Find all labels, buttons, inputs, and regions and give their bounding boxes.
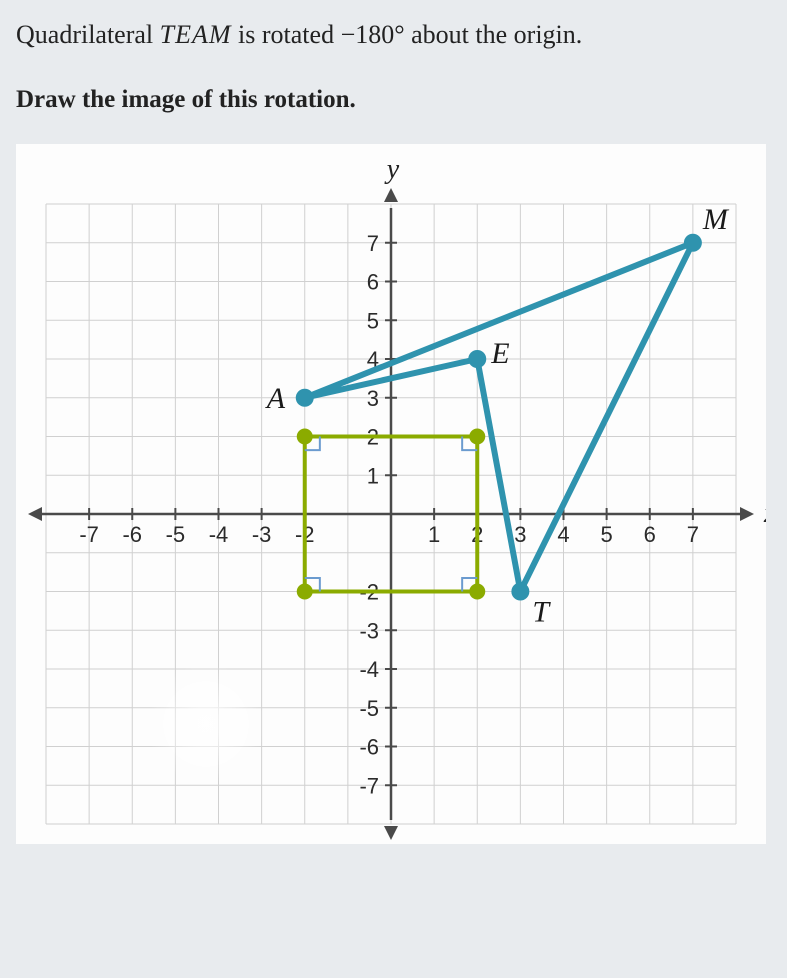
grid-svg[interactable]: -7-6-5-4-3-212345671234567-2-3-4-5-6-7xy… [16, 144, 766, 844]
svg-text:1: 1 [428, 522, 440, 547]
q-text-c: about the origin. [405, 20, 583, 49]
svg-text:-7: -7 [79, 522, 99, 547]
coordinate-grid[interactable]: -7-6-5-4-3-212345671234567-2-3-4-5-6-7xy… [16, 144, 766, 844]
q-angle: −180° [341, 20, 405, 49]
svg-text:3: 3 [367, 386, 379, 411]
svg-text:-3: -3 [359, 618, 379, 643]
question-line-1: Quadrilateral TEAM is rotated −180° abou… [16, 20, 771, 50]
svg-text:6: 6 [644, 522, 656, 547]
svg-text:-5: -5 [166, 522, 186, 547]
svg-text:5: 5 [601, 522, 613, 547]
svg-text:-5: -5 [359, 696, 379, 721]
vertex-M [684, 234, 702, 252]
vertex-A [296, 389, 314, 407]
svg-text:-6: -6 [122, 522, 142, 547]
vertex-label-E: E [490, 337, 509, 370]
vertex-label-A: A [265, 382, 286, 415]
vertex-E [468, 350, 486, 368]
svg-text:y: y [384, 154, 400, 185]
svg-text:6: 6 [367, 270, 379, 295]
vertex-label-M: M [702, 203, 730, 236]
svg-text:5: 5 [367, 308, 379, 333]
svg-text:-4: -4 [359, 657, 379, 682]
vertex-T [511, 583, 529, 601]
draggable-vertex[interactable] [297, 584, 313, 600]
draggable-vertex[interactable] [469, 429, 485, 445]
svg-text:1: 1 [367, 463, 379, 488]
q-math: TEAM [160, 20, 232, 49]
q-text-b: is rotated [232, 20, 341, 49]
svg-text:7: 7 [367, 231, 379, 256]
q-text-a: Quadrilateral [16, 20, 160, 49]
svg-text:-4: -4 [209, 522, 229, 547]
svg-text:-6: -6 [359, 735, 379, 760]
svg-text:4: 4 [557, 522, 569, 547]
svg-text:-7: -7 [359, 773, 379, 798]
vertex-label-T: T [532, 596, 551, 629]
svg-text:x: x [763, 498, 766, 529]
svg-text:3: 3 [514, 522, 526, 547]
instruction-text: Draw the image of this rotation. [16, 86, 771, 114]
svg-text:-3: -3 [252, 522, 272, 547]
draggable-vertex[interactable] [297, 429, 313, 445]
svg-text:7: 7 [687, 522, 699, 547]
draggable-vertex[interactable] [469, 584, 485, 600]
